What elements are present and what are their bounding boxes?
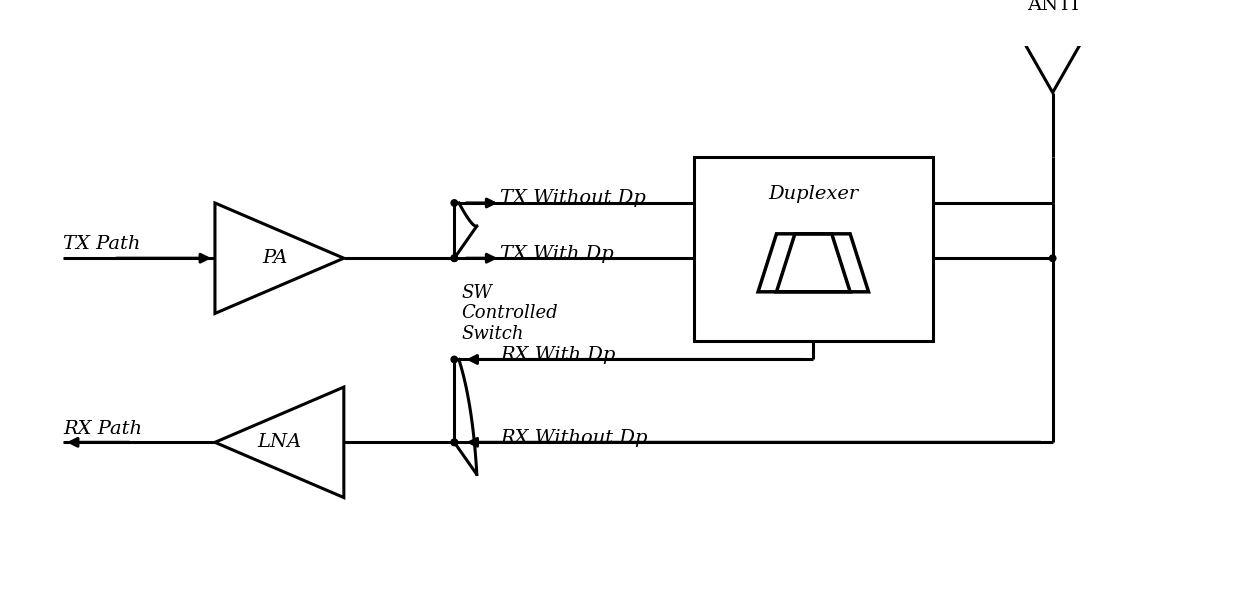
Text: Duplexer: Duplexer <box>769 185 858 203</box>
Text: ANTI: ANTI <box>1027 0 1079 14</box>
Circle shape <box>451 200 458 206</box>
Text: RX Path: RX Path <box>63 420 143 437</box>
Text: TX Without Dp: TX Without Dp <box>500 189 646 207</box>
Text: RX Without Dp: RX Without Dp <box>500 428 647 447</box>
Text: LNA: LNA <box>257 433 301 452</box>
Circle shape <box>451 356 458 363</box>
Circle shape <box>451 439 458 446</box>
Text: PA: PA <box>262 249 288 267</box>
Bar <box>693 157 932 341</box>
Text: TX Path: TX Path <box>63 235 140 254</box>
Text: SW
Controlled
Switch: SW Controlled Switch <box>461 284 558 343</box>
Circle shape <box>451 255 458 261</box>
Text: TX With Dp: TX With Dp <box>500 245 614 262</box>
Circle shape <box>451 439 458 446</box>
Text: RX With Dp: RX With Dp <box>500 346 616 364</box>
Circle shape <box>1049 255 1056 261</box>
Circle shape <box>451 255 458 261</box>
